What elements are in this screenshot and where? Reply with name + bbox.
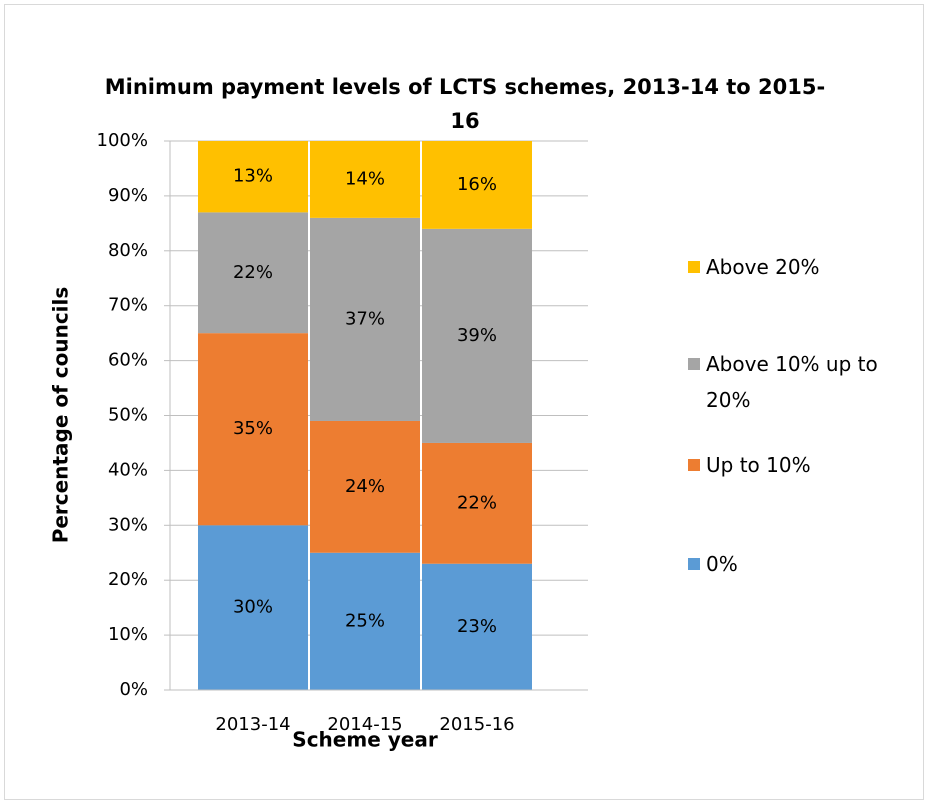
y-tick-label: 40% — [108, 459, 148, 480]
y-tick-label: 70% — [108, 295, 148, 316]
bar-segment — [310, 141, 420, 218]
bar-segment — [422, 442, 532, 564]
data-label: 24% — [345, 476, 385, 497]
data-label: 22% — [233, 262, 273, 283]
y-tick-label: 50% — [108, 405, 148, 426]
y-tick-label: 10% — [108, 624, 148, 645]
y-tick-label: 80% — [108, 240, 148, 261]
data-label: 25% — [345, 610, 385, 631]
y-tick-label: 30% — [108, 514, 148, 535]
x-axis-title: Scheme year — [292, 728, 438, 752]
bar-segment — [310, 420, 420, 553]
legend-swatch — [688, 558, 700, 570]
data-label: 16% — [457, 174, 497, 195]
data-label: 13% — [233, 166, 273, 187]
y-tick-label: 60% — [108, 350, 148, 371]
chart-title: Minimum payment levels of LCTS schemes, … — [104, 75, 826, 133]
bar-segment — [198, 141, 308, 213]
data-label: 35% — [233, 418, 273, 439]
legend-item: Above 20% — [688, 249, 918, 285]
bar-segment — [422, 141, 532, 229]
data-label: 22% — [457, 492, 497, 513]
legend-swatch — [688, 358, 700, 370]
y-tick-label: 20% — [108, 569, 148, 590]
bar-segment — [198, 333, 308, 526]
data-label: 30% — [233, 597, 273, 618]
bar-segment — [422, 563, 532, 690]
legend-item: 0% — [688, 546, 918, 582]
legend-label: Above 20% — [706, 255, 820, 279]
legend-item: Up to 10% — [688, 447, 918, 483]
bar-segment — [310, 552, 420, 690]
x-tick-label: 2014-15 — [327, 714, 402, 735]
y-tick-label: 100% — [97, 130, 148, 151]
legend-label: Above 10% up to 20% — [706, 352, 878, 412]
legend-item: Above 10% up to 20% — [688, 346, 918, 418]
x-tick-label: 2015-16 — [439, 714, 514, 735]
bar-segment — [198, 212, 308, 334]
data-label: 14% — [345, 168, 385, 189]
data-label: 23% — [457, 616, 497, 637]
data-label: 37% — [345, 308, 385, 329]
chart-frame — [4, 4, 924, 800]
bar-segment — [310, 217, 420, 421]
bar-segment — [198, 525, 308, 690]
legend-swatch — [688, 459, 700, 471]
legend-swatch — [688, 261, 700, 273]
legend-label: Up to 10% — [706, 453, 811, 477]
y-tick-label: 0% — [119, 679, 148, 700]
y-axis-title: Percentage of councils — [49, 287, 73, 544]
x-tick-label: 2013-14 — [215, 714, 290, 735]
data-label: 39% — [457, 325, 497, 346]
bar-segment — [422, 228, 532, 443]
legend-label: 0% — [706, 552, 738, 576]
y-tick-label: 90% — [108, 185, 148, 206]
